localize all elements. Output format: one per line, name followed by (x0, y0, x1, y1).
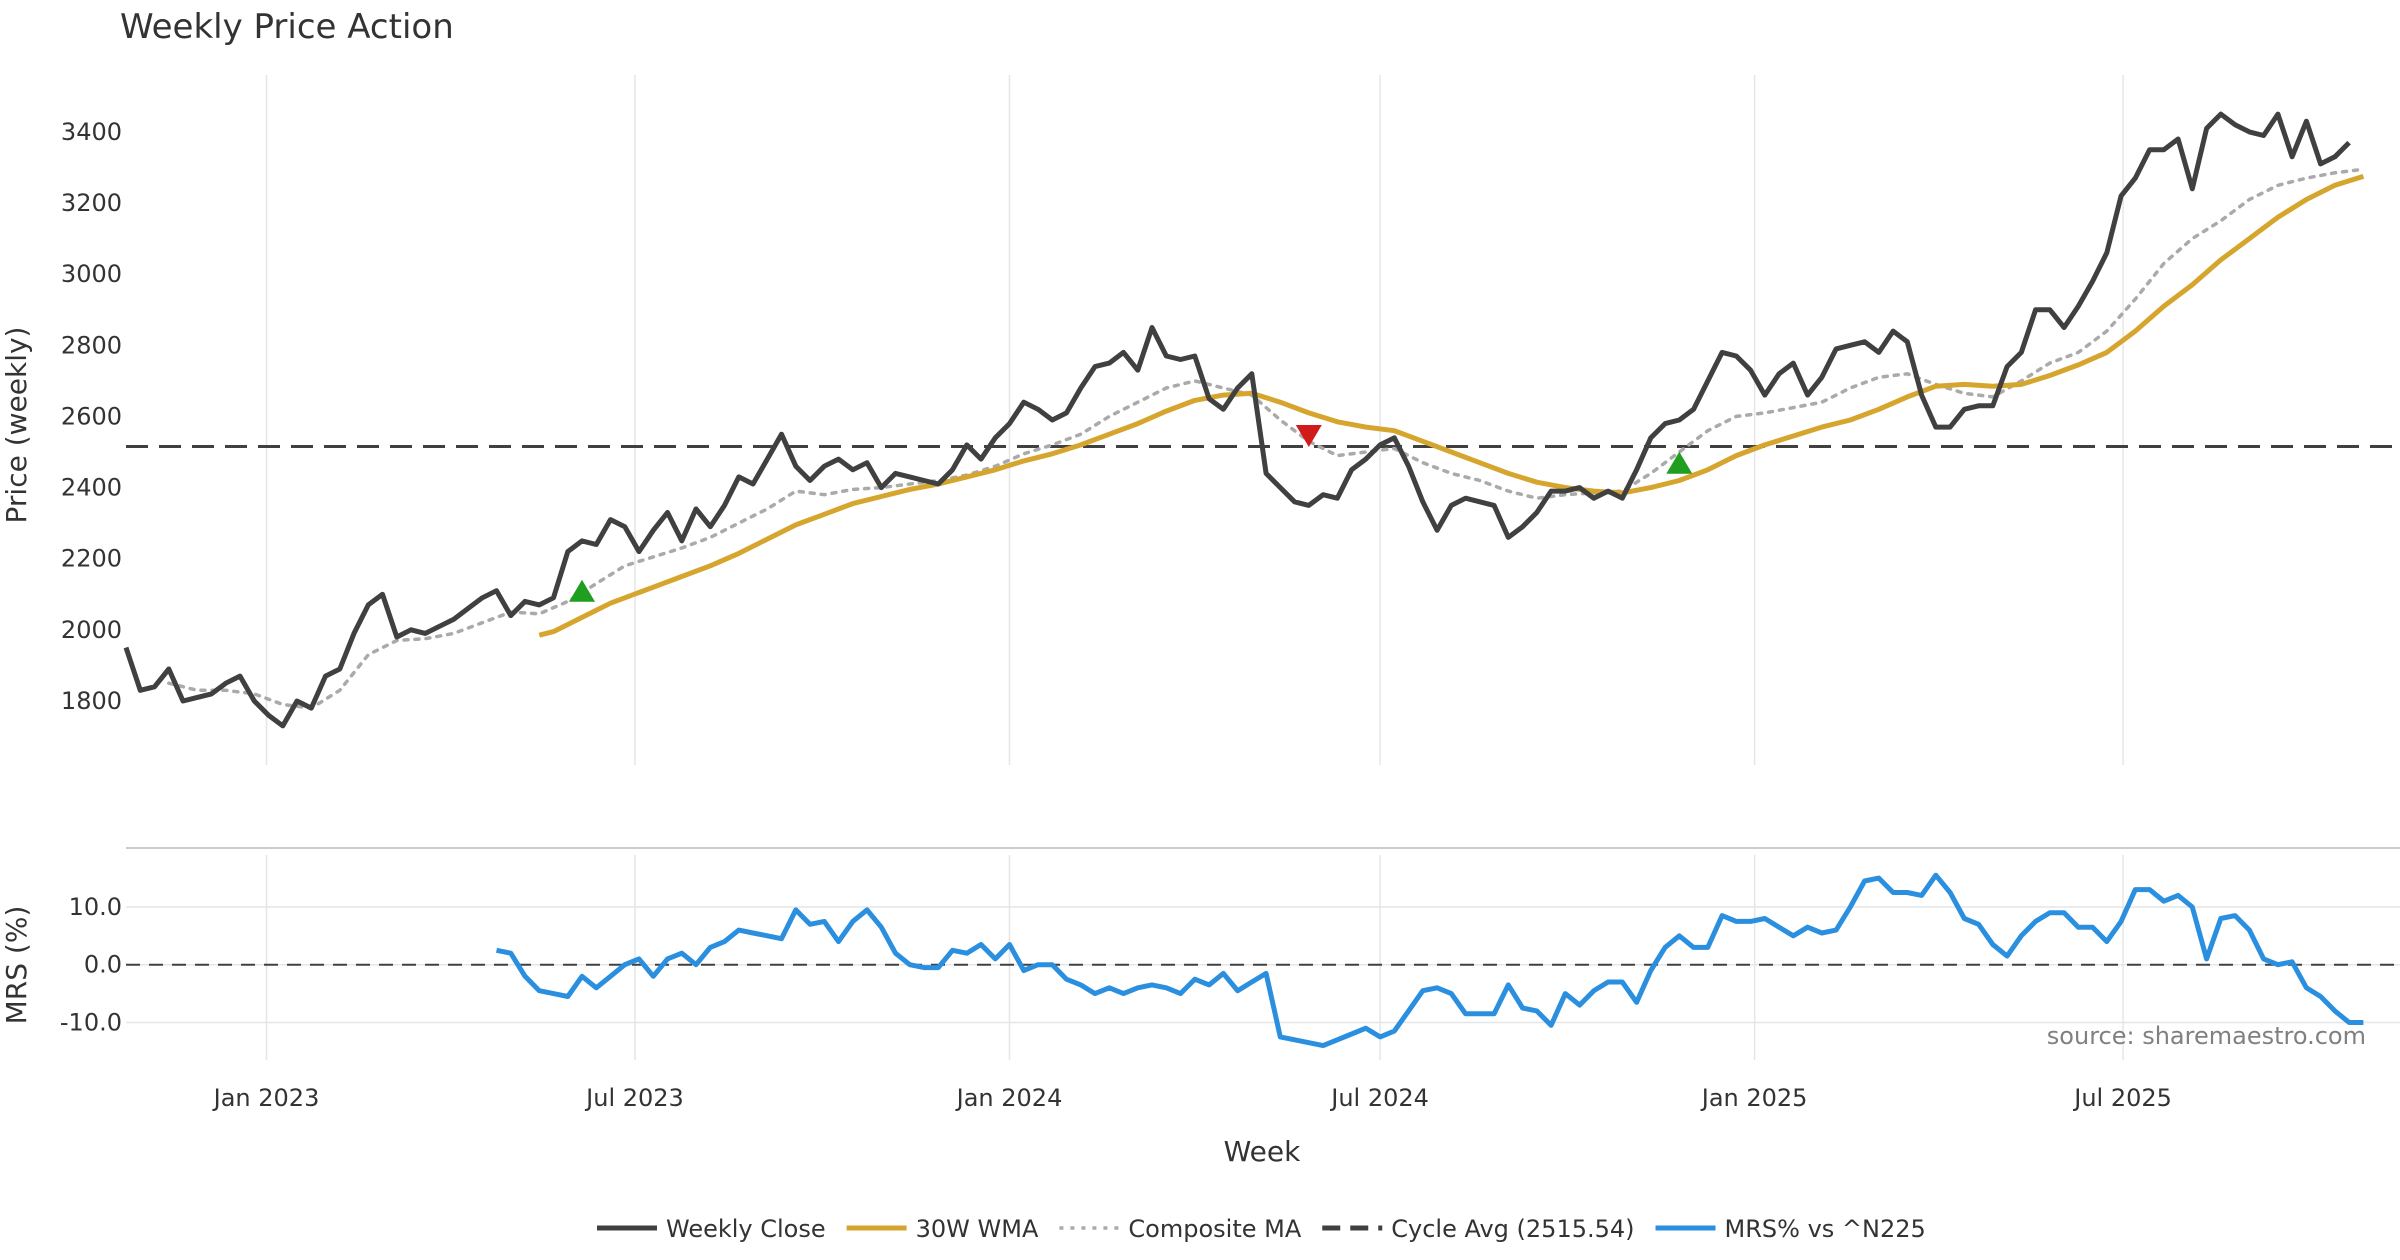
source-note: source: sharemaestro.com (2047, 1022, 2366, 1050)
x-tick-label: Jan 2023 (212, 1084, 320, 1112)
mrs-y-tick-label: 10.0 (69, 893, 122, 921)
mrs-y-axis-label: MRS (%) (0, 906, 33, 1025)
price-series-line-weekly-close (123, 111, 2351, 729)
x-tick-label: Jul 2023 (584, 1084, 684, 1112)
price-y-tick-label: 3200 (61, 189, 122, 217)
price-y-tick-label: 1800 (61, 687, 122, 715)
legend-label: 30W WMA (916, 1215, 1039, 1243)
x-tick-label: Jul 2025 (2072, 1084, 2172, 1112)
signal-markers (569, 425, 1693, 602)
legend-label: Weekly Close (666, 1215, 826, 1243)
price-y-tick-label: 2000 (61, 616, 122, 644)
mrs-series (496, 872, 2364, 1049)
price-y-tick-label: 3000 (61, 260, 122, 288)
sell-signal-marker (1295, 425, 1322, 447)
price-y-tick-label: 3400 (61, 118, 122, 146)
x-tick-label: Jul 2024 (1329, 1084, 1429, 1112)
legend-label: Composite MA (1128, 1215, 1301, 1243)
price-y-axis-label: Price (weekly) (0, 327, 33, 524)
legend-label: MRS% vs ^N225 (1725, 1215, 1926, 1243)
mrs-series-line-0 (496, 872, 2364, 1049)
chart-title: Weekly Price Action (120, 7, 454, 47)
price-y-tick-label: 2600 (61, 402, 122, 430)
price-series (123, 111, 2366, 729)
price-y-axis: 1800 2000 2200 2400 2600 2800 3000 3200 3400 (61, 118, 122, 715)
mrs-y-axis: -10.0 0.0 10.0 (60, 893, 122, 1037)
mrs-y-tick-label: -10.0 (60, 1009, 122, 1037)
legend-label: Cycle Avg (2515.54) (1391, 1215, 1634, 1243)
price-y-tick-label: 2800 (61, 331, 122, 359)
legend: Weekly Close 30W WMA Composite MA Cycle Avg… (597, 1215, 1926, 1243)
x-axis-label: Week (1224, 1135, 1301, 1168)
price-series-line-30w-wma (538, 174, 2365, 638)
price-y-tick-label: 2200 (61, 545, 122, 573)
buy-signal-marker (569, 579, 595, 602)
buy-signal-marker (1666, 451, 1693, 474)
price-y-tick-label: 2400 (61, 474, 122, 502)
x-axis: Jan 2023 Jul 2023 Jan 2024 Jul 2024 Jan 2025… (212, 1084, 2172, 1112)
price-series-line-composite-ma (167, 167, 2366, 710)
x-tick-label: Jan 2024 (955, 1084, 1063, 1112)
mrs-y-tick-label: 0.0 (84, 951, 122, 979)
x-tick-label: Jan 2025 (1700, 1084, 1808, 1112)
